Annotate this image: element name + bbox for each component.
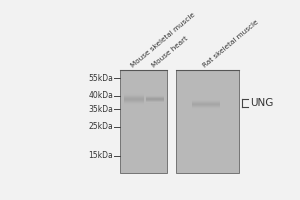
- Text: 40kDa: 40kDa: [88, 91, 113, 100]
- Bar: [124, 100, 144, 101]
- Bar: [124, 103, 144, 104]
- Bar: [124, 98, 144, 99]
- Bar: [120, 70, 166, 173]
- Bar: [124, 104, 144, 105]
- Bar: [124, 101, 144, 102]
- Bar: [176, 70, 238, 173]
- Bar: [124, 96, 144, 97]
- Text: 25kDa: 25kDa: [88, 122, 113, 131]
- Bar: [124, 102, 144, 103]
- Text: 15kDa: 15kDa: [88, 151, 113, 160]
- Text: Rat skeletal muscle: Rat skeletal muscle: [202, 19, 260, 69]
- Text: 35kDa: 35kDa: [88, 105, 113, 114]
- Text: Mouse skeletal muscle: Mouse skeletal muscle: [130, 11, 197, 69]
- Text: UNG: UNG: [250, 98, 274, 108]
- Bar: [124, 99, 144, 100]
- Text: Mouse heart: Mouse heart: [151, 35, 189, 69]
- Bar: [124, 94, 144, 95]
- Bar: [124, 97, 144, 98]
- Bar: [124, 95, 144, 96]
- Text: 55kDa: 55kDa: [88, 74, 113, 83]
- Bar: [124, 93, 144, 94]
